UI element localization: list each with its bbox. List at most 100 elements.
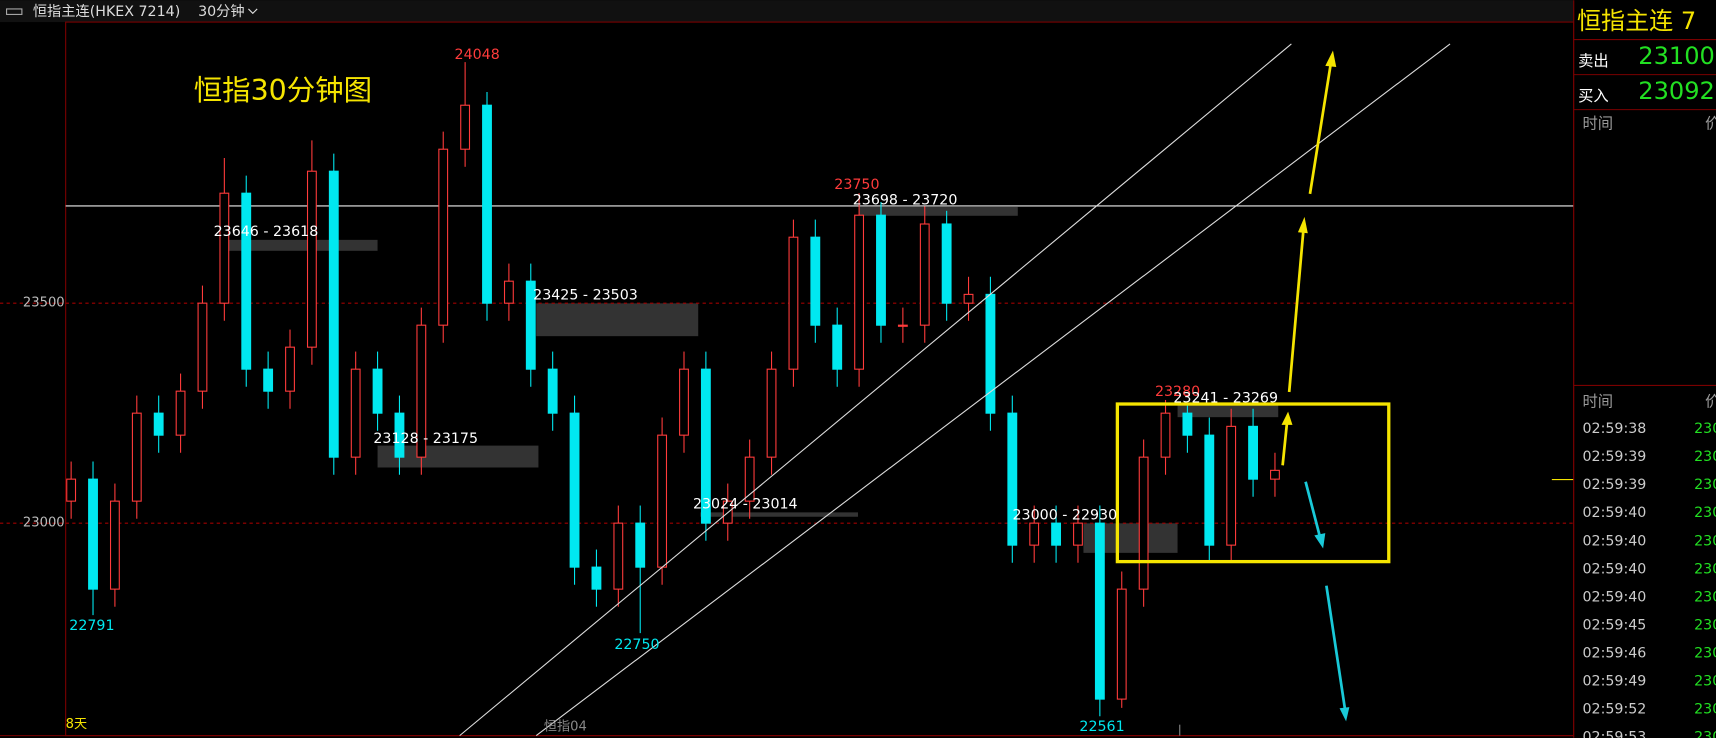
- y-tick-label: 23000: [23, 516, 65, 531]
- candle-body: [460, 104, 471, 150]
- candle-body: [941, 223, 952, 304]
- candle-body: [416, 324, 427, 458]
- candle-body: [1073, 522, 1083, 546]
- trade-price: 230: [1694, 617, 1716, 633]
- candle-body: [109, 500, 120, 590]
- link-icon: [6, 8, 23, 15]
- trade-time: 02:59:40: [1582, 505, 1646, 521]
- candle-body: [569, 412, 580, 568]
- candle-body: [1116, 588, 1127, 700]
- trade-price: 230: [1694, 673, 1716, 689]
- chart-title: 恒指30分钟图: [194, 74, 372, 107]
- candle-body: [1160, 412, 1171, 458]
- zone-label: 23646 - 23618: [214, 224, 319, 240]
- zone: [536, 303, 699, 337]
- candle-body: [744, 456, 755, 502]
- trade-price: 230: [1694, 421, 1716, 437]
- arrow-head: [1297, 216, 1308, 234]
- zone-label: 23698 - 23720: [853, 192, 958, 208]
- trade-price: 230: [1694, 449, 1716, 465]
- highlight-box: [1115, 402, 1391, 564]
- trade-price: 230: [1694, 729, 1716, 738]
- candle-body: [263, 368, 274, 392]
- candle-body: [1007, 412, 1018, 546]
- trade-time: 02:59:52: [1582, 701, 1646, 717]
- trade-price: 230: [1694, 505, 1716, 521]
- top-bar: [0, 0, 1574, 23]
- trade-time: 02:59:49: [1582, 673, 1646, 689]
- arrow: [1325, 585, 1347, 710]
- arrow: [1304, 481, 1322, 537]
- candle-body: [328, 170, 339, 458]
- arrow-head: [1281, 411, 1293, 425]
- trade-time: 02:59:46: [1582, 645, 1646, 661]
- candle-body: [1094, 522, 1105, 700]
- period-selector[interactable]: 30分钟: [198, 3, 245, 20]
- candle-body: [1226, 425, 1237, 546]
- candle-body: [788, 236, 799, 370]
- trade-price: 230: [1694, 477, 1716, 493]
- candle-body: [175, 390, 186, 436]
- candle-body: [131, 412, 142, 502]
- trade-time: 02:59:40: [1582, 589, 1646, 605]
- trade-time: 02:59:39: [1582, 477, 1646, 493]
- candle-body: [766, 368, 777, 458]
- candle-body: [394, 412, 405, 458]
- zone: [700, 512, 858, 517]
- extreme-label: 23750: [834, 177, 879, 193]
- candle-body: [503, 280, 514, 304]
- trade-price: 230: [1694, 589, 1716, 605]
- candle-body: [1270, 469, 1280, 480]
- trade-price: 230: [1694, 645, 1716, 661]
- trade-price: 230: [1694, 561, 1716, 577]
- trend-line: [459, 43, 1292, 737]
- trade-time: 02:59:38: [1582, 421, 1646, 437]
- arrow-head: [1325, 50, 1337, 67]
- zone: [859, 207, 1018, 216]
- time-header: 时间: [1582, 114, 1613, 132]
- candle-body: [876, 214, 886, 326]
- panel-bg: [1573, 0, 1716, 738]
- candle-body: [854, 214, 865, 370]
- extreme-label: 24048: [455, 47, 500, 63]
- arrow-head: [1314, 533, 1326, 549]
- extreme-label: 22750: [614, 637, 659, 653]
- zone: [1177, 405, 1279, 418]
- trade-price: 230: [1694, 533, 1716, 549]
- candle-body: [66, 478, 77, 502]
- candle-body: [1138, 456, 1149, 590]
- candle-body: [700, 368, 711, 524]
- candle-body: [1182, 412, 1193, 436]
- candle-body: [88, 478, 98, 590]
- candle-body: [482, 104, 492, 304]
- buy-price: 23092: [1638, 77, 1715, 105]
- sell-label: 卖出: [1578, 52, 1609, 70]
- trade-time: 02:59:40: [1582, 561, 1646, 577]
- candle-body: [1204, 434, 1215, 546]
- zone-label: 23000 - 22930: [1013, 508, 1118, 524]
- candle-body: [438, 148, 449, 326]
- candle-body: [657, 434, 668, 568]
- candle-body: [832, 324, 843, 370]
- candle-body: [219, 192, 230, 304]
- trade-price: 230: [1694, 701, 1716, 717]
- arrow: [1308, 63, 1333, 195]
- candle-body: [306, 170, 317, 348]
- arrows: [1281, 50, 1350, 722]
- candle-body: [350, 368, 361, 458]
- candle-body: [810, 236, 821, 326]
- candle-body: [547, 368, 558, 414]
- trade-time: 02:59:39: [1582, 449, 1646, 465]
- zone-label: 23128 - 23175: [373, 431, 478, 447]
- period-label: 8天: [66, 717, 87, 732]
- instrument-name[interactable]: 恒指主连(HKEX 7214): [33, 3, 180, 20]
- arrow: [1287, 229, 1305, 393]
- candle-body: [897, 324, 908, 327]
- panel-title: 恒指主连 7: [1577, 7, 1696, 35]
- price-header: 价: [1705, 392, 1716, 410]
- plot: [0, 62, 1574, 717]
- candle-body: [525, 280, 536, 370]
- dropdown-caret[interactable]: [248, 8, 258, 15]
